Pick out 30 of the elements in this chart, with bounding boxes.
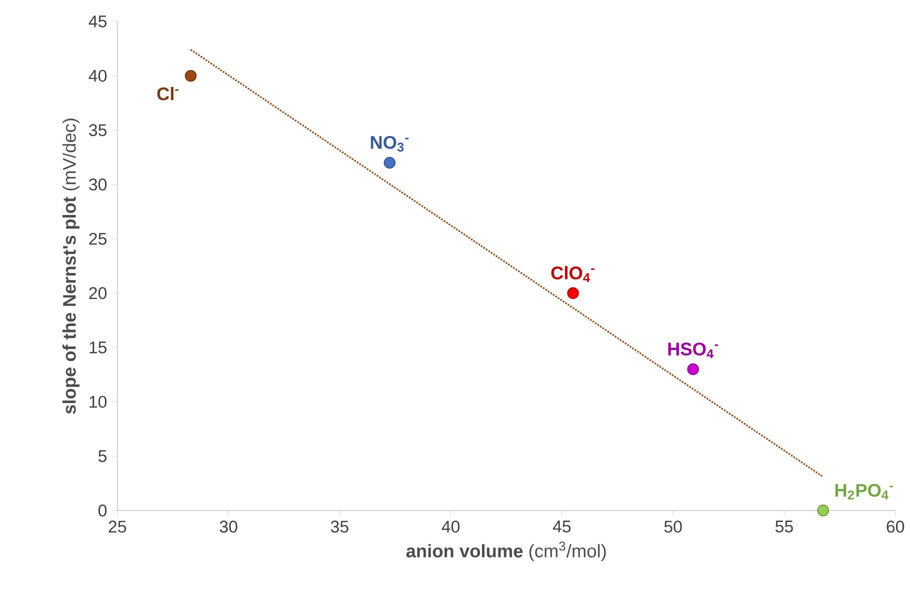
point bbox=[184, 70, 197, 82]
y-tick-label: 45 bbox=[88, 16, 106, 28]
x-tick-label: 30 bbox=[220, 520, 238, 533]
y-tick-label: 40 bbox=[88, 70, 107, 82]
x-tick-label: 35 bbox=[330, 520, 348, 533]
x-tick-label: 60 bbox=[886, 520, 904, 533]
point bbox=[567, 287, 579, 300]
series-label: HSO$_{4}$- bbox=[668, 342, 718, 358]
y-tick-label: 30 bbox=[89, 178, 107, 191]
x-tick-label: 40 bbox=[442, 520, 460, 533]
point bbox=[384, 157, 396, 169]
series-label: H$_{2}$PO$_{4}$- bbox=[835, 484, 893, 500]
y-tick-label: 35 bbox=[89, 124, 106, 136]
x-tick-label: 45 bbox=[552, 520, 571, 533]
series-label: Cl$^{-}$ bbox=[157, 87, 178, 100]
y-tick-label: 20 bbox=[89, 287, 107, 300]
x-tick-label: 25 bbox=[108, 520, 126, 533]
point bbox=[817, 504, 829, 517]
x-tick-label: 55 bbox=[775, 520, 793, 533]
x-axis-title: anion volume (cm$^{3}$/mol) bbox=[406, 542, 606, 562]
y-tick-label: 5 bbox=[98, 450, 106, 462]
y-tick-label: 0 bbox=[98, 504, 107, 517]
series-label: NO$_{3}$- bbox=[370, 136, 408, 152]
y-tick-label: 25 bbox=[89, 233, 106, 245]
x-tick-label: 50 bbox=[664, 520, 682, 533]
series-label: ClO$_{4}$- bbox=[551, 266, 594, 282]
y-tick-label: 15 bbox=[90, 342, 106, 354]
y-tick-label: 10 bbox=[90, 396, 107, 408]
y-axis-title: slope of the Nernst's plot (mV/dec) bbox=[62, 118, 80, 414]
point bbox=[687, 364, 699, 376]
